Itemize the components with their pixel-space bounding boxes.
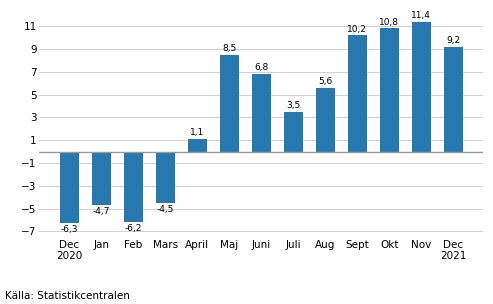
Bar: [380, 29, 399, 152]
Text: -6,3: -6,3: [61, 225, 78, 234]
Text: Källa: Statistikcentralen: Källa: Statistikcentralen: [5, 291, 130, 301]
Text: 11,4: 11,4: [412, 11, 431, 20]
Bar: [283, 112, 303, 152]
Bar: [348, 35, 367, 152]
Text: -4,5: -4,5: [157, 205, 174, 214]
Bar: [444, 47, 463, 152]
Text: 5,6: 5,6: [318, 77, 332, 86]
Text: -4,7: -4,7: [93, 207, 110, 216]
Bar: [60, 152, 79, 223]
Bar: [220, 55, 239, 152]
Bar: [412, 22, 431, 152]
Bar: [252, 74, 271, 152]
Bar: [124, 152, 143, 222]
Text: -6,2: -6,2: [125, 224, 142, 233]
Text: 6,8: 6,8: [254, 64, 268, 72]
Text: 10,2: 10,2: [348, 25, 367, 34]
Text: 1,1: 1,1: [190, 128, 205, 137]
Text: 9,2: 9,2: [446, 36, 460, 45]
Bar: [156, 152, 175, 203]
Bar: [316, 88, 335, 152]
Bar: [188, 139, 207, 152]
Text: 3,5: 3,5: [286, 101, 300, 110]
Bar: [92, 152, 111, 205]
Text: 8,5: 8,5: [222, 44, 237, 53]
Text: 10,8: 10,8: [379, 18, 399, 27]
